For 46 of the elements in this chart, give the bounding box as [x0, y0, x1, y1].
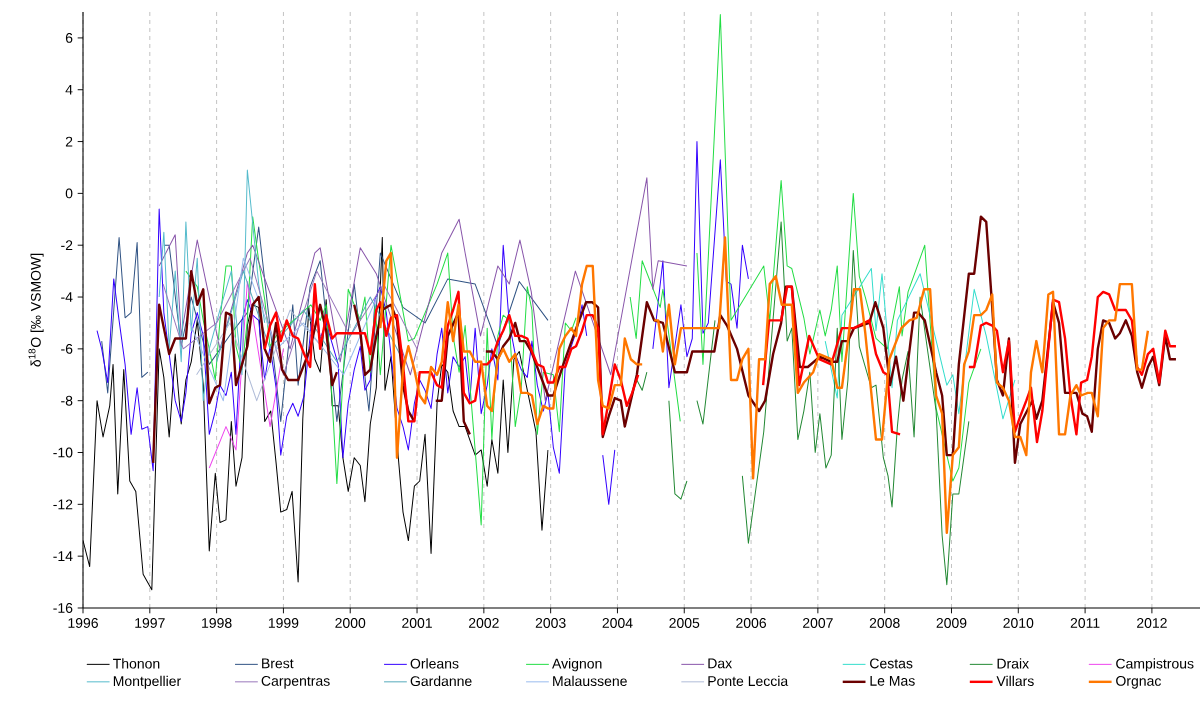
legend-label: Avignon	[552, 658, 602, 672]
x-tick-label: 2007	[803, 618, 833, 628]
legend-label: Montpellier	[113, 675, 181, 689]
x-tick-label: 2010	[1003, 618, 1034, 628]
x-tick-label: 1998	[202, 618, 232, 628]
y-tick-label: 0	[65, 188, 73, 199]
y-tick-label: 4	[65, 84, 73, 95]
x-tick-label: 2002	[468, 618, 499, 628]
y-tick-label: -2	[61, 240, 73, 251]
x-tick-label: 1996	[68, 618, 98, 628]
legend-label: Malaussene	[553, 675, 627, 687]
x-tick-label: 2000	[335, 618, 366, 628]
legend-label: Carpentras	[261, 675, 330, 689]
x-tick-label: 2009	[936, 618, 967, 628]
x-tick-label: 2001	[402, 618, 432, 628]
legend-label: Gardanne	[410, 675, 472, 687]
x-tick-label: 2005	[669, 618, 700, 628]
y-tick-label: -6	[61, 343, 73, 354]
x-tick-label: 2004	[602, 618, 633, 628]
x-tick-label: 2006	[736, 618, 767, 628]
x-tick-label: 2012	[1137, 618, 1167, 628]
legend-label: Villars	[996, 675, 1034, 687]
y-tick-label: -4	[61, 292, 73, 302]
y-tick-label: 2	[65, 136, 73, 147]
legend-label: Le Mas	[870, 676, 915, 686]
x-tick-label: 2008	[869, 618, 900, 628]
x-tick-label: 1997	[135, 618, 165, 628]
y-tick-label: -12	[53, 499, 73, 510]
x-tick-label: 1999	[268, 618, 299, 628]
legend-label: Draix	[997, 658, 1029, 669]
x-tick-label: 2003	[535, 618, 566, 628]
y-axis-title: δ$^{18}$O [‰ VSMOW]	[28, 253, 44, 367]
legend-label: Dax	[708, 658, 732, 669]
y-tick-label: -8	[61, 395, 73, 406]
legend-label: Ponte Leccia	[708, 675, 789, 687]
y-tick-label: -16	[53, 603, 73, 613]
legend-label: Cestas	[870, 658, 913, 669]
legend-label: Campistrous	[1116, 658, 1194, 672]
y-tick-label: -14	[53, 551, 73, 561]
legend-label: Orgnac	[1116, 675, 1161, 689]
y-tick-label: -10	[53, 447, 73, 458]
legend-label: Brest	[262, 658, 294, 669]
legend-label: Thonon	[113, 658, 160, 669]
legend-label: Orleans	[410, 658, 459, 669]
y-tick-label: 6	[65, 32, 73, 43]
x-tick-label: 2011	[1070, 618, 1100, 628]
